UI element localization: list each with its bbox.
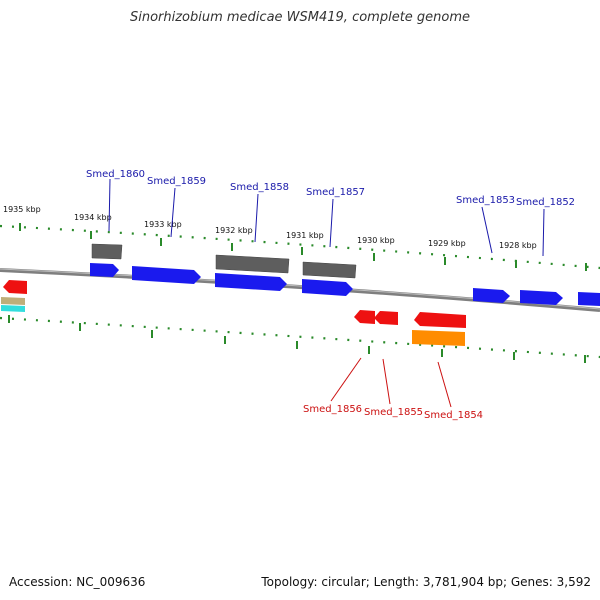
topology-label: Topology: circular; Length: 3,781,904 bp… [261,575,591,589]
forward-cds[interactable] [215,273,287,291]
gray-feature-track [91,243,357,279]
forward-cds[interactable] [302,279,353,296]
map-title: Sinorhizobium medicae WSM419, complete g… [129,10,471,25]
reverse-cds[interactable] [354,310,375,324]
reverse-cds[interactable] [414,312,466,328]
gene-label[interactable]: Smed_1859 [147,176,206,187]
kbp-label: 1928 kbp [499,241,537,250]
gene-label[interactable]: Smed_1855 [364,407,423,418]
gene-label[interactable]: Smed_1856 [303,404,362,415]
kbp-label: 1931 kbp [286,231,324,240]
reverse-gene-labels: Smed_1856 Smed_1855 Smed_1854 [303,357,483,421]
inner-tick-track [0,315,600,363]
cyan-feature[interactable] [1,305,25,312]
gene-label[interactable]: Smed_1860 [86,169,145,180]
kbp-label: 1933 kbp [144,220,182,229]
gene-label[interactable]: Smed_1853 [456,195,515,206]
kbp-label: 1932 kbp [215,226,253,235]
kbp-label: 1934 kbp [74,213,112,222]
forward-cds[interactable] [520,290,563,305]
misc-feature-track [1,297,465,346]
gray-feature[interactable] [215,254,290,274]
kbp-label: 1929 kbp [428,239,466,248]
accession-label: Accession: NC_009636 [9,575,146,589]
reverse-cds[interactable] [374,311,398,325]
forward-cds[interactable] [90,263,119,277]
gene-label[interactable]: Smed_1852 [516,197,575,208]
gray-feature[interactable] [302,261,357,279]
forward-cds[interactable] [578,292,600,306]
forward-cds-track [90,263,600,306]
tan-feature[interactable] [1,297,25,305]
forward-cds[interactable] [473,288,510,303]
kbp-label: 1930 kbp [357,236,395,245]
outer-tick-track [0,223,600,271]
gene-label[interactable]: Smed_1854 [424,410,483,421]
orange-feature[interactable] [412,330,465,346]
gene-label[interactable]: Smed_1857 [306,187,365,198]
gene-label[interactable]: Smed_1858 [230,182,289,193]
forward-gene-labels: Smed_1860 Smed_1859 Smed_1858 Smed_1857 … [86,169,575,257]
kbp-scale-labels: 1935 kbp 1934 kbp 1933 kbp 1932 kbp 1931… [3,205,537,250]
gray-feature[interactable] [91,243,123,260]
forward-cds[interactable] [132,266,201,284]
reverse-cds-track [3,280,466,328]
kbp-label: 1935 kbp [3,205,41,214]
genome-backbone [0,268,600,312]
reverse-cds[interactable] [3,280,27,294]
